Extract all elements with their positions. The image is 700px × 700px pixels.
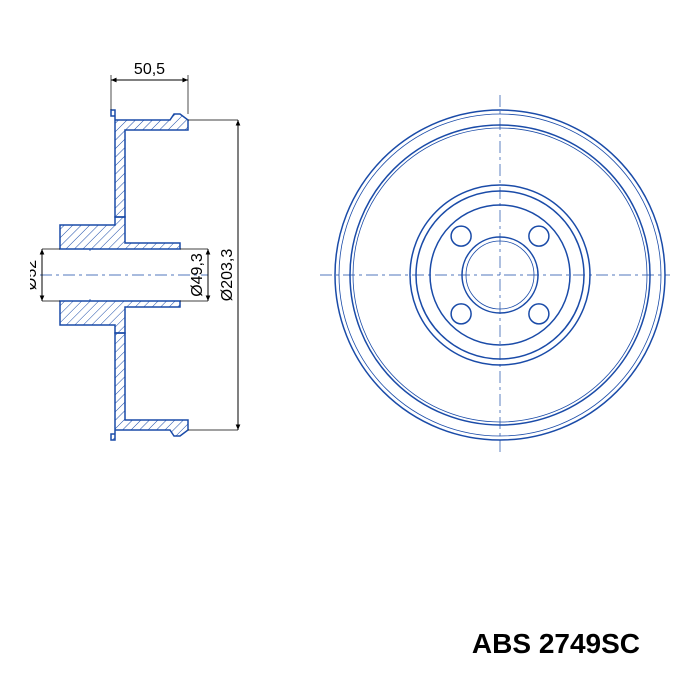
svg-text:Ø49,3: Ø49,3 — [189, 253, 206, 297]
svg-text:Ø203,3: Ø203,3 — [219, 249, 236, 302]
svg-text:Ø52: Ø52 — [30, 260, 40, 290]
technical-drawing: 50,5 Ø52 Ø49,3 Ø203,3 — [30, 30, 670, 550]
part-label: ABS 2749SC — [472, 628, 640, 660]
brand-text: ABS — [472, 628, 531, 659]
part-number: 2749SC — [539, 628, 640, 659]
svg-text:50,5: 50,5 — [134, 61, 165, 78]
drawing-svg: 50,5 Ø52 Ø49,3 Ø203,3 — [30, 30, 670, 550]
